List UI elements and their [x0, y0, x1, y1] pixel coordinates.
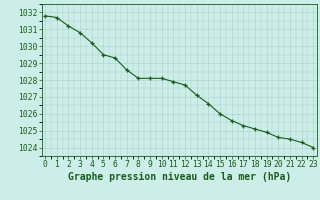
X-axis label: Graphe pression niveau de la mer (hPa): Graphe pression niveau de la mer (hPa): [68, 172, 291, 182]
